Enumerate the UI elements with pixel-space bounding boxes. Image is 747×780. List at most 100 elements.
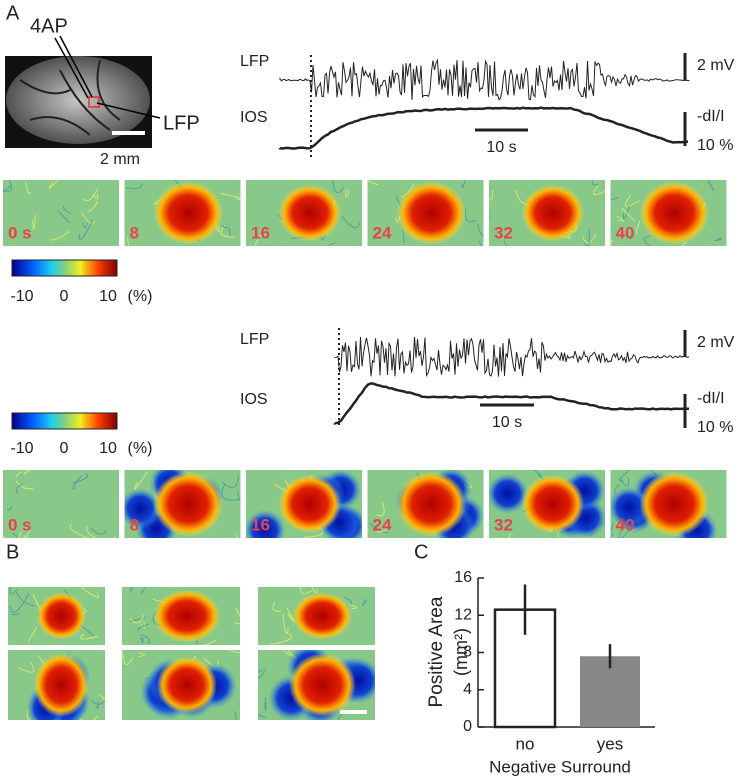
texture	[345, 189, 350, 198]
activation	[156, 656, 217, 714]
y-tick-label: 16	[454, 569, 472, 586]
heatmap-content	[124, 470, 241, 538]
ios-trace	[333, 382, 690, 425]
negative-patch	[489, 473, 529, 514]
ios-scale: -dI/I	[697, 108, 725, 125]
pointer	[59, 35, 93, 98]
texture	[369, 523, 389, 534]
heatmap-content	[489, 180, 605, 246]
texture	[591, 180, 599, 186]
heatmap	[489, 470, 605, 538]
texture	[80, 633, 99, 640]
texture	[610, 522, 615, 538]
colorbar-label: 0	[60, 440, 69, 457]
heatmap	[246, 470, 362, 538]
texture	[282, 613, 289, 634]
panel-label: B	[6, 541, 19, 563]
frame-time: 8	[130, 223, 139, 242]
texture	[139, 621, 146, 629]
texture	[12, 532, 20, 538]
texture	[140, 634, 151, 645]
heatmap-content	[610, 180, 727, 246]
heatmap-content	[246, 180, 362, 246]
texture	[258, 631, 260, 634]
texture	[258, 714, 266, 718]
texture	[57, 210, 71, 223]
heatmap-bg	[3, 470, 119, 538]
scale-label: 2 mm	[100, 151, 140, 168]
heatmap	[489, 180, 605, 246]
texture	[326, 242, 336, 246]
heatmap-content	[122, 650, 240, 720]
texture	[23, 528, 31, 538]
texture	[102, 698, 105, 702]
activation	[278, 474, 342, 534]
heatmap	[258, 650, 375, 720]
texture	[489, 190, 494, 201]
texture	[376, 502, 385, 517]
texture	[284, 245, 286, 246]
heatmap	[122, 650, 240, 720]
texture	[593, 185, 605, 196]
y-axis-label: Positive Area	[426, 596, 447, 707]
texture	[583, 229, 590, 246]
texture	[331, 180, 344, 194]
activation	[521, 184, 585, 242]
colorbar-label: 10	[99, 288, 117, 305]
texture	[636, 220, 641, 235]
heatmap	[8, 587, 105, 645]
negative-patch	[124, 488, 162, 529]
texture	[236, 491, 241, 502]
heatmap-content	[122, 587, 240, 645]
heatmap-content	[246, 470, 362, 538]
texture	[707, 180, 714, 191]
drug-label: 4AP	[30, 15, 68, 37]
texture	[9, 587, 18, 595]
texture	[622, 205, 631, 220]
texture	[234, 607, 240, 625]
texture	[129, 587, 134, 592]
texture	[49, 230, 70, 241]
heatmap	[367, 470, 484, 538]
texture	[137, 623, 150, 631]
texture	[682, 242, 688, 246]
activation	[33, 653, 89, 717]
texture	[126, 183, 143, 190]
texture	[140, 587, 147, 594]
heatmap	[3, 470, 119, 538]
texture	[92, 193, 99, 200]
texture	[616, 215, 625, 222]
texture	[619, 470, 631, 482]
frame-time: 16	[251, 223, 270, 242]
texture	[347, 603, 357, 609]
texture	[222, 476, 240, 489]
time-scale: 10 s	[486, 139, 516, 156]
colorbar	[11, 259, 118, 277]
heatmap-content	[367, 470, 484, 538]
texture	[238, 703, 240, 705]
heatmap	[367, 180, 484, 246]
texture	[477, 223, 484, 237]
texture	[361, 598, 368, 607]
texture	[15, 471, 22, 478]
texture	[122, 654, 134, 665]
texture	[98, 693, 105, 700]
texture	[337, 712, 345, 720]
texture	[270, 633, 293, 645]
pointer	[54, 37, 89, 99]
texture	[618, 477, 630, 487]
activation	[639, 471, 710, 537]
texture	[220, 192, 241, 200]
heatmap	[8, 650, 105, 720]
activation	[153, 589, 221, 643]
y-tick-label: 0	[463, 718, 472, 735]
texture	[377, 527, 390, 533]
texture	[82, 188, 99, 202]
texture	[140, 636, 144, 644]
heatmap-content	[367, 180, 484, 246]
y-tick-label: 12	[454, 606, 472, 623]
heatmap-content	[258, 650, 375, 720]
texture	[255, 234, 262, 246]
lfp-scale: 2 mV	[697, 57, 735, 74]
